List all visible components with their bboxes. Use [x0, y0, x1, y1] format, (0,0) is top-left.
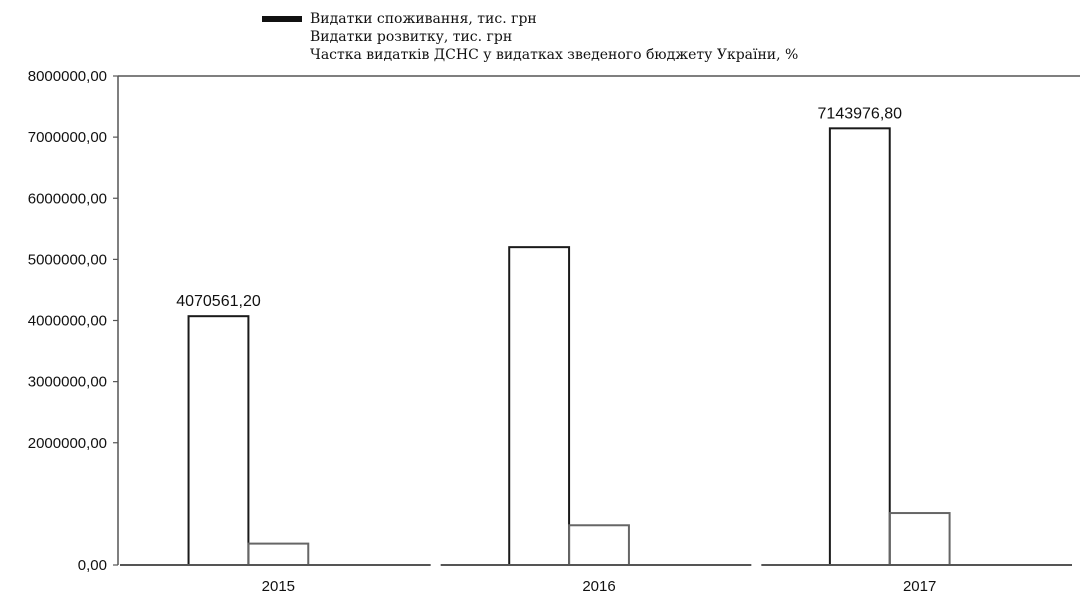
data-labels: 4070561,20 7143976,80: [176, 105, 902, 310]
bar-consumption-2017: [828, 127, 891, 566]
x-tick-label: 2017: [903, 578, 936, 595]
y-tick-label: 6000000,00: [28, 190, 107, 207]
x-tick-label: 2015: [262, 578, 295, 595]
plot-area: [117, 75, 1080, 565]
y-tick-label: 2000000,00: [28, 435, 107, 452]
bar-consumption-2015: [187, 315, 250, 566]
bar-development-2017: [888, 512, 951, 567]
bar-development-2015: [247, 542, 310, 567]
x-tick-label: 2016: [582, 578, 615, 595]
bars: [187, 127, 951, 567]
legend-label-share: Частка видатків ДСНС у видатках зведеног…: [310, 47, 798, 63]
legend-label-development: Видатки розвитку, тис. грн: [310, 29, 512, 45]
y-tick-label: 0,00: [78, 557, 107, 574]
legend: Видатки споживання, тис. грн Видатки роз…: [262, 11, 798, 63]
legend-label-consumption: Видатки споживання, тис. грн: [310, 11, 537, 27]
legend-swatch-consumption: [262, 16, 302, 22]
y-axis-ticks: 0,00 2000000,00 3000000,00 4000000,00 500000…: [28, 68, 118, 574]
data-label-2015: 4070561,20: [176, 293, 261, 310]
x-axis-tick-labels: 2015 2016 2017: [262, 578, 937, 595]
bar-development-2016: [568, 524, 630, 566]
y-tick-label: 8000000,00: [28, 68, 107, 85]
bar-consumption-2016: [508, 246, 571, 566]
y-tick-label: 7000000,00: [28, 129, 107, 146]
data-label-2017: 7143976,80: [818, 105, 903, 122]
y-tick-label: 3000000,00: [28, 374, 107, 391]
y-tick-label: 5000000,00: [28, 251, 107, 268]
y-tick-label: 4000000,00: [28, 313, 107, 330]
